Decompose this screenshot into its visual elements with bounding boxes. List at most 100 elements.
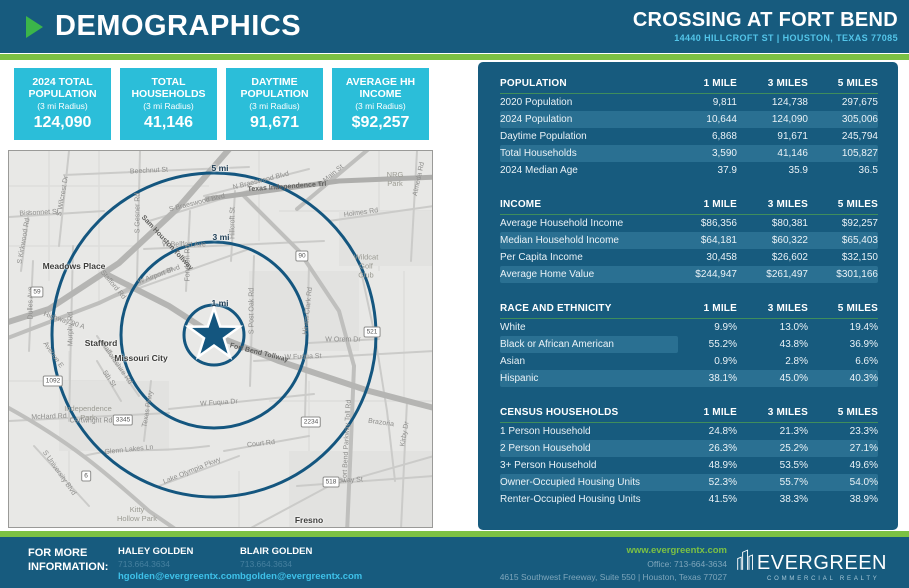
route-shield-90: 90 bbox=[295, 250, 309, 262]
row-value: 19.4% bbox=[849, 322, 878, 333]
row-value: 27.1% bbox=[849, 443, 878, 454]
map-label-kitty-hollow-park: Kitty Hollow Park bbox=[116, 505, 158, 523]
row-value: 13.0% bbox=[779, 322, 808, 333]
contact-email-link[interactable]: hgolden@evergreentx.com bbox=[118, 571, 241, 582]
contact-email-link[interactable]: bgolden@evergreentx.com bbox=[240, 571, 363, 582]
row-value: 2.8% bbox=[785, 356, 808, 367]
row-value: $26,602 bbox=[771, 252, 808, 263]
table-row-2024-population: 2024 Population 10,644 124,090 305,006 bbox=[500, 111, 878, 128]
column-header-1-mile: 1 MILE bbox=[703, 77, 737, 89]
map-label-1-mi: 1 mi bbox=[211, 298, 229, 308]
row-value: $301,166 bbox=[836, 269, 878, 280]
map-label-murphy-rd: Murphy Rd bbox=[67, 311, 75, 347]
column-header-5-miles: 5 MILES bbox=[837, 302, 878, 314]
website-link[interactable]: www.evergreentx.com bbox=[626, 545, 728, 556]
stat-card-title: 2024 TOTAL POPULATION bbox=[28, 76, 97, 101]
table-header-row: INCOME 1 MILE 3 MILES 5 MILES bbox=[500, 196, 878, 215]
row-value: 38.9% bbox=[849, 494, 878, 505]
row-label: Asian bbox=[500, 356, 526, 367]
contact-name: HALEY GOLDEN bbox=[118, 546, 194, 557]
map-label-5-mi: 5 mi bbox=[211, 163, 229, 173]
row-value: $261,497 bbox=[766, 269, 808, 280]
footer-divider bbox=[0, 531, 909, 537]
row-label: Average Home Value bbox=[500, 269, 595, 280]
row-value: 25.2% bbox=[779, 443, 808, 454]
property-address: 14440 HILLCROFT ST | HOUSTON, TEXAS 7708… bbox=[674, 33, 898, 43]
property-name: CROSSING AT FORT BEND bbox=[632, 9, 898, 31]
stat-card-2024-total-population: 2024 TOTAL POPULATION (3 mi Radius) 124,09… bbox=[14, 68, 111, 140]
contact-phone: 713.664.3634 bbox=[118, 559, 170, 569]
table-row-owner-occupied-housing-units: Owner-Occupied Housing Units 52.3% 55.7% 54… bbox=[500, 474, 878, 491]
row-value: 54.0% bbox=[849, 477, 878, 488]
row-label: White bbox=[500, 322, 526, 333]
stat-card-average-hh-income: AVERAGE HH INCOME (3 mi Radius) $92,257 bbox=[332, 68, 429, 140]
row-value: 9,811 bbox=[712, 97, 737, 108]
property-header: CROSSING AT FORT BEND 14440 HILLCROFT ST… bbox=[632, 9, 909, 44]
row-value: 53.5% bbox=[779, 460, 808, 471]
row-value: $86,356 bbox=[700, 218, 737, 229]
table-title: INCOME bbox=[500, 198, 542, 210]
map-label-w-orem-dr: W Orem Dr bbox=[325, 336, 361, 344]
table-title: RACE AND ETHNICITY bbox=[500, 302, 612, 314]
subject-star-icon bbox=[184, 304, 244, 360]
column-header-5-miles: 5 MILES bbox=[837, 77, 878, 89]
stat-card-value: $92,257 bbox=[351, 114, 410, 132]
row-value: 45.0% bbox=[779, 373, 808, 384]
row-value: 9.9% bbox=[714, 322, 737, 333]
row-label: 2024 Population bbox=[500, 114, 573, 125]
row-value: 36.5 bbox=[858, 165, 878, 176]
map-label-w-bellfort-ave: W Bellfort Ave bbox=[162, 241, 206, 249]
map-label-missouri-city: Missouri City bbox=[114, 353, 168, 363]
company-info: www.evergreentx.com Office: 713-664-3634… bbox=[500, 544, 727, 584]
table-row-2020-population: 2020 Population 9,811 124,738 297,675 bbox=[500, 94, 878, 111]
table-row-2024-median-age: 2024 Median Age 37.9 35.9 36.5 bbox=[500, 162, 878, 179]
map-label-stafford: Stafford bbox=[84, 338, 118, 348]
row-label: Black or African American bbox=[500, 339, 614, 350]
table-census-households: CENSUS HOUSEHOLDS 1 MILE 3 MILES 5 MILES 1 P… bbox=[500, 404, 878, 508]
table-row-3-person-household: 3+ Person Household 48.9% 53.5% 49.6% bbox=[500, 457, 878, 474]
route-shield-521: 521 bbox=[363, 326, 381, 338]
route-shield-6: 6 bbox=[81, 470, 91, 482]
stat-card-title: AVERAGE HH INCOME bbox=[345, 76, 416, 101]
row-value: 24.8% bbox=[708, 426, 737, 437]
table-row-white: White 9.9% 13.0% 19.4% bbox=[500, 319, 878, 336]
row-label: Average Household Income bbox=[500, 218, 624, 229]
row-value: 21.3% bbox=[779, 426, 808, 437]
table-header-row: CENSUS HOUSEHOLDS 1 MILE 3 MILES 5 MILES bbox=[500, 404, 878, 423]
route-shield-59: 59 bbox=[30, 286, 44, 298]
table-row-median-household-income: Median Household Income $64,181 $60,322 $65… bbox=[500, 232, 878, 249]
page-header: DEMOGRAPHICS CROSSING AT FORT BEND 14440… bbox=[0, 0, 909, 53]
row-label: 2020 Population bbox=[500, 97, 573, 108]
table-race-and-ethnicity: RACE AND ETHNICITY 1 MILE 3 MILES 5 MILES Wh… bbox=[500, 300, 878, 387]
row-value: 55.7% bbox=[779, 477, 808, 488]
contact-name: BLAIR GOLDEN bbox=[240, 546, 313, 557]
stat-card-subtitle: (3 mi Radius) bbox=[355, 101, 406, 112]
row-value: $64,181 bbox=[700, 235, 737, 246]
column-header-3-miles: 3 MILES bbox=[767, 198, 808, 210]
row-value: 6,868 bbox=[711, 131, 737, 142]
column-header-1-mile: 1 MILE bbox=[703, 302, 737, 314]
route-shield-2234: 2234 bbox=[300, 416, 322, 428]
map-label-wildcat-golf-club: Wildcat Golf Club bbox=[353, 252, 379, 280]
stat-card-daytime-population: DAYTIME POPULATION (3 mi Radius) 91,671 bbox=[226, 68, 323, 140]
row-value: 30,458 bbox=[706, 252, 737, 263]
stat-card-subtitle: (3 mi Radius) bbox=[249, 101, 300, 112]
page-footer: FOR MORE INFORMATION: HALEY GOLDEN 713.6… bbox=[0, 537, 909, 588]
table-row-total-households: Total Households 3,590 41,146 105,827 bbox=[500, 145, 878, 162]
table-row-hispanic: Hispanic 38.1% 45.0% 40.3% bbox=[500, 370, 878, 387]
row-value: 38.1% bbox=[708, 373, 737, 384]
stat-card-subtitle: (3 mi Radius) bbox=[143, 101, 194, 112]
row-label: 3+ Person Household bbox=[500, 460, 597, 471]
stat-card-title: TOTAL HOUSEHOLDS bbox=[131, 76, 206, 101]
stat-card-title: DAYTIME POPULATION bbox=[240, 76, 309, 101]
row-value: 41.5% bbox=[708, 494, 737, 505]
row-value: 36.9% bbox=[849, 339, 878, 350]
table-title: CENSUS HOUSEHOLDS bbox=[500, 406, 619, 418]
page-title: DEMOGRAPHICS bbox=[55, 10, 302, 42]
row-value: $65,403 bbox=[841, 235, 878, 246]
table-population: POPULATION 1 MILE 3 MILES 5 MILES 2020 Popul… bbox=[500, 75, 878, 179]
row-label: Hispanic bbox=[500, 373, 539, 384]
stat-card-value: 41,146 bbox=[144, 114, 193, 132]
stat-card-total-households: TOTAL HOUSEHOLDS (3 mi Radius) 41,146 bbox=[120, 68, 217, 140]
row-value: 105,827 bbox=[841, 148, 878, 159]
